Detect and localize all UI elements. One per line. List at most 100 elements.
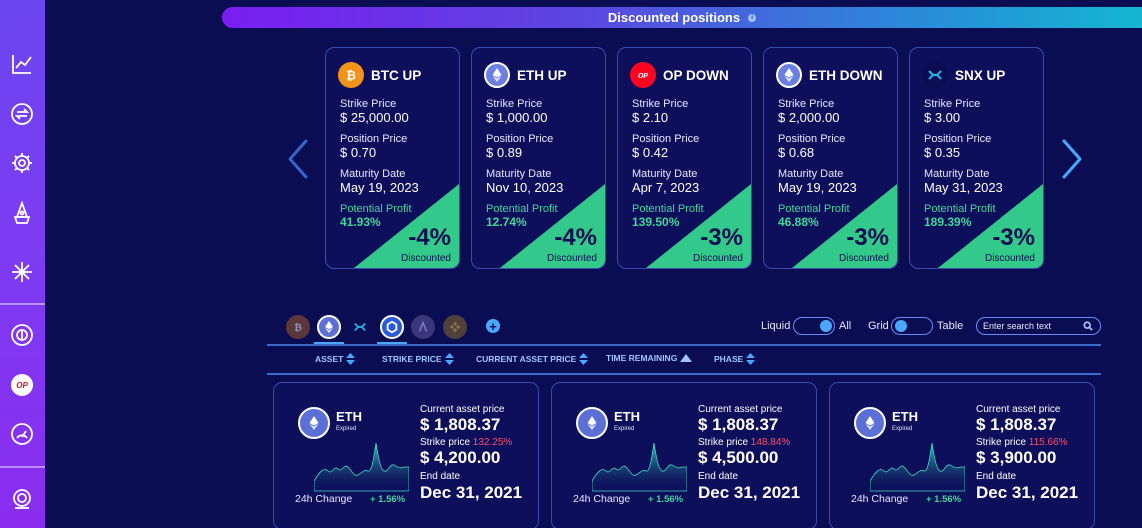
asset-card[interactable]: ETH Expired 24h Change + 1.56% Current asset… (551, 382, 817, 528)
strike-price-value: $ 4,500.00 (698, 448, 779, 467)
sort-asset-label: ASSET (315, 354, 344, 364)
portal-icon[interactable] (7, 484, 37, 514)
snx-icon (922, 62, 948, 88)
op-icon: OP (630, 62, 656, 88)
sort-icon (346, 353, 356, 365)
strike-price-label: Strike price (420, 437, 471, 448)
end-date-value: Dec 31, 2021 (698, 483, 801, 502)
position-card[interactable]: ETH UP Strike Price $ 1,000.00 Position Pri… (471, 47, 606, 269)
price-info: Current asset price $ 1,808.37 Strike pric… (420, 404, 522, 503)
change-value: + 1.56% (926, 494, 962, 505)
all-label: All (839, 320, 852, 332)
card-body: Strike Price $ 2,000.00 Position Price $ 0.… (778, 98, 857, 229)
eth-icon (576, 407, 608, 439)
maturity-label: Maturity Date (924, 168, 990, 180)
speedometer-icon[interactable] (7, 419, 37, 449)
btc-icon[interactable]: ₿ (286, 315, 310, 339)
strike-value: $ 25,000.00 (340, 110, 409, 125)
aave-icon[interactable] (411, 315, 435, 339)
link-icon[interactable] (380, 315, 404, 339)
asset-card[interactable]: ETH Expired 24h Change + 1.56% Current asset… (829, 382, 1095, 528)
profit-value: 189.39% (924, 215, 972, 229)
liquid-label: Liquid (761, 320, 791, 332)
search-icon[interactable] (1083, 321, 1093, 331)
position-value: $ 0.89 (486, 145, 523, 160)
sort-time-label: TIME REMAINING (606, 353, 678, 363)
add-asset-button[interactable]: + (486, 319, 500, 333)
position-card[interactable]: ETH DOWN Strike Price $ 2,000.00 Position P… (763, 47, 898, 269)
search-input[interactable] (983, 321, 1083, 331)
position-card[interactable]: ₿ BTC UP Strike Price $ 25,000.00 Position P… (325, 47, 460, 269)
card-title: OP DOWN (663, 67, 729, 83)
page-title: Discounted positions (607, 10, 741, 25)
gear-icon[interactable] (7, 148, 37, 178)
discount-label: Discounted (546, 253, 597, 264)
end-date-label: End date (976, 471, 1017, 482)
strike-label: Strike Price (778, 98, 835, 110)
snx-icon[interactable] (348, 315, 372, 339)
card-header: SNX UP (922, 62, 1005, 88)
card-title: BTC UP (371, 67, 422, 83)
change-value: + 1.56% (370, 494, 406, 505)
sort-time-remaining[interactable]: TIME REMAINING (606, 353, 693, 363)
position-value: $ 0.42 (632, 145, 669, 160)
discount-percent: -3% (992, 224, 1035, 251)
strike-price-value: $ 4,200.00 (420, 448, 501, 467)
op-icon[interactable]: OP (7, 370, 37, 400)
position-label: Position Price (778, 133, 846, 145)
discount-percent: -3% (700, 224, 743, 251)
current-price-value: $ 1,808.37 (698, 415, 779, 434)
sort-current-price[interactable]: CURRENT ASSET PRICE (476, 353, 589, 365)
asset-card[interactable]: ETH Expired 24h Change + 1.56% Current asset… (273, 382, 539, 528)
op-badge: OP (11, 374, 33, 396)
position-value: $ 0.35 (924, 145, 961, 160)
liquid-all-toggle[interactable] (793, 317, 835, 335)
asset-name: ETH (892, 409, 918, 424)
profit-label: Potential Profit (924, 203, 996, 215)
strike-value: $ 2,000.00 (778, 110, 840, 125)
eth-icon (298, 407, 330, 439)
grid-label: Grid (868, 320, 889, 332)
status-badge: Expired (336, 426, 357, 432)
strike-label: Strike Price (924, 98, 981, 110)
card-header: ETH UP (484, 62, 567, 88)
strike-price-row: Strike price 132.25% (420, 437, 522, 448)
coin-icon[interactable] (7, 320, 37, 350)
svg-text:OP: OP (638, 73, 648, 80)
strike-price-label: Strike price (976, 437, 1027, 448)
profit-label: Potential Profit (778, 203, 850, 215)
carousel-prev-button[interactable] (284, 137, 314, 181)
sparkline-chart (314, 442, 409, 492)
chart-icon[interactable] (7, 49, 37, 79)
wizard-icon[interactable] (7, 198, 37, 228)
sort-strike-price[interactable]: STRIKE PRICE (382, 353, 454, 365)
info-icon[interactable]: i (748, 13, 757, 22)
sparkline-chart (592, 442, 687, 492)
maturity-label: Maturity Date (778, 168, 844, 180)
toggle-knob (820, 320, 832, 332)
asset-name: ETH (336, 409, 362, 424)
position-card[interactable]: OP OP DOWN Strike Price $ 2.10 Position Pric… (617, 47, 752, 269)
eth-icon[interactable] (317, 315, 341, 339)
table-label: Table (937, 320, 964, 332)
strike-value: $ 2.10 (632, 110, 669, 125)
swap-icon[interactable] (7, 99, 37, 129)
svg-text:₿: ₿ (294, 323, 302, 334)
maturity-value: May 19, 2023 (778, 180, 857, 195)
sort-phase-label: PHASE (714, 354, 744, 364)
carousel-next-button[interactable] (1056, 137, 1086, 181)
snowflake-icon[interactable] (7, 257, 37, 287)
strike-price-value: $ 3,900.00 (976, 448, 1057, 467)
grid-table-toggle[interactable] (891, 317, 933, 335)
strike-label: Strike Price (486, 98, 543, 110)
end-date-label: End date (698, 471, 739, 482)
sort-phase[interactable]: PHASE (714, 353, 756, 365)
profit-value: 46.88% (778, 215, 819, 229)
position-card[interactable]: SNX UP Strike Price $ 3.00 Position Price $ … (909, 47, 1044, 269)
sort-icon (444, 353, 454, 365)
current-price-label: Current asset price (976, 404, 1061, 415)
sort-asset[interactable]: ASSET (315, 353, 356, 365)
change-label: 24h Change (573, 493, 631, 505)
bnb-icon[interactable] (443, 315, 467, 339)
card-body: Strike Price $ 3.00 Position Price $ 0.35 Ma… (924, 98, 1003, 229)
